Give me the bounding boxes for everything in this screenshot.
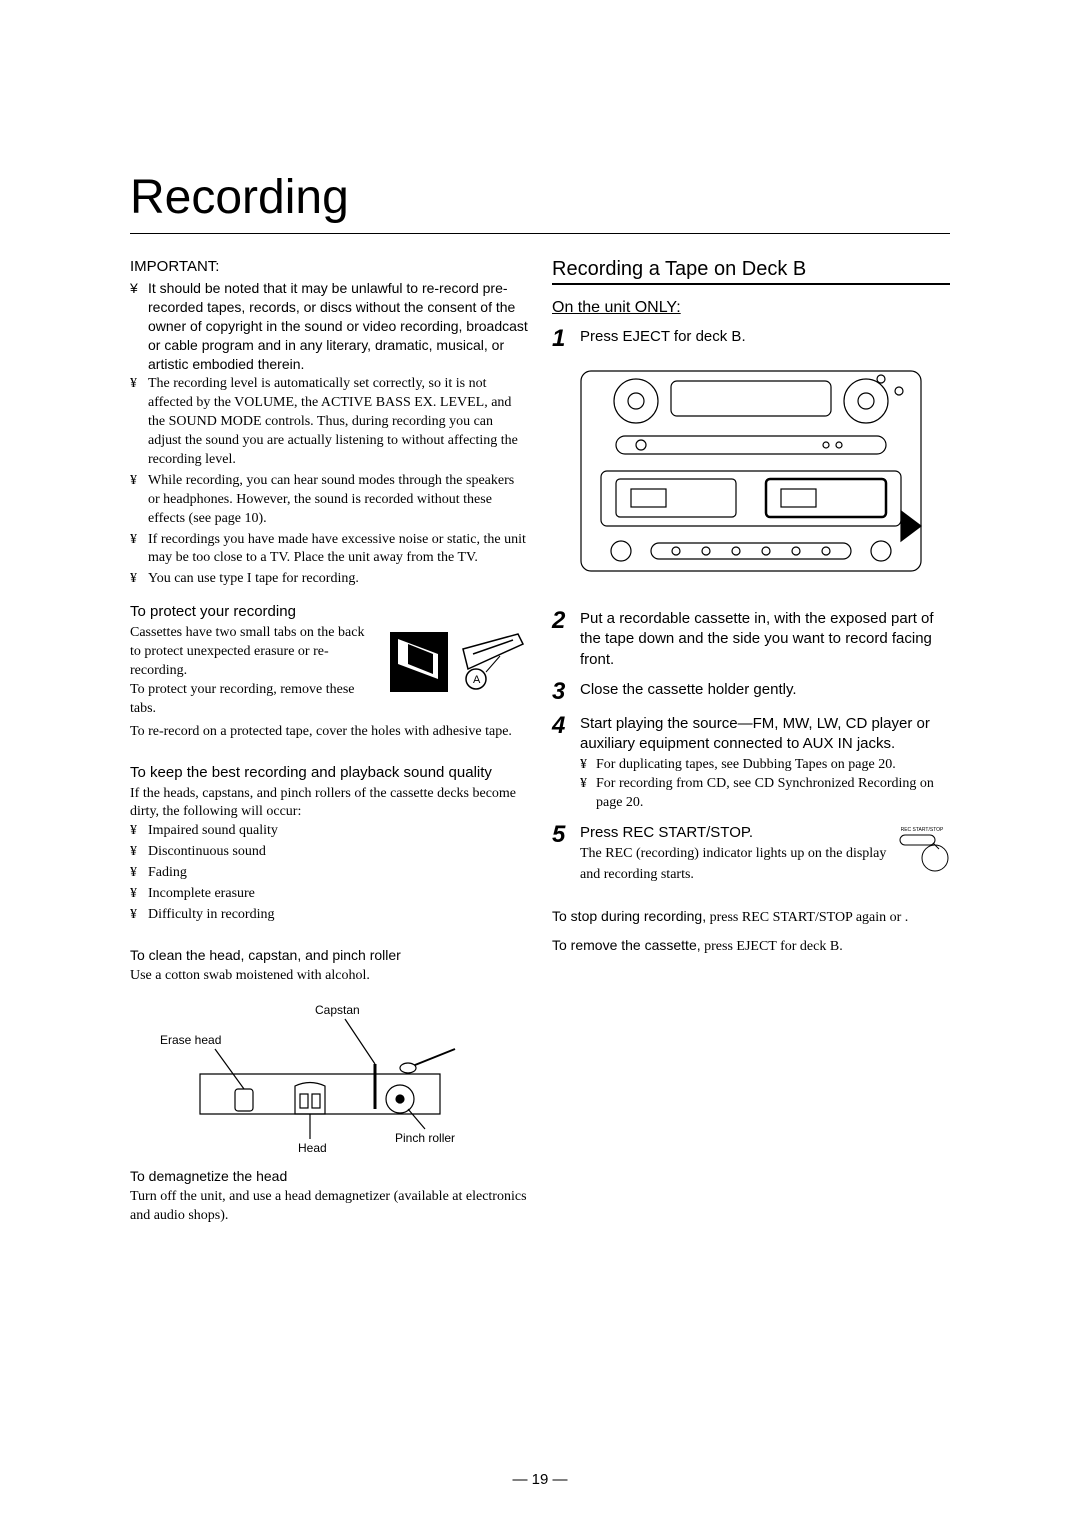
protect-heading: To protect your recording (130, 603, 528, 620)
device-illustration (561, 361, 941, 591)
section-title: Recording a Tape on Deck B (552, 258, 950, 281)
protect-row: Cassettes have two small tabs on the bac… (130, 624, 528, 718)
remove-label: To remove the cassette, (552, 937, 701, 953)
important-item: The recording level is automatically set… (130, 375, 528, 469)
important-list: It should be noted that it may be unlawf… (130, 279, 528, 589)
protect-text-3: To re-record on a protected tape, cover … (130, 723, 528, 742)
protect-text-block: Cassettes have two small tabs on the bac… (130, 624, 378, 718)
label-capstan: Capstan (315, 1003, 360, 1017)
important-item: While recording, you can hear sound mode… (130, 472, 528, 529)
protect-text-2: To protect your recording, remove these … (130, 682, 355, 716)
stop-text: press REC START/STOP again or . (706, 910, 908, 925)
protect-text-1: Cassettes have two small tabs on the bac… (130, 625, 364, 678)
step-1: 1 Press EJECT for deck B. (552, 327, 950, 351)
quality-intro: If the heads, capstans, and pinch roller… (130, 785, 528, 823)
clean-heading: To clean the head, capstan, and pinch ro… (130, 947, 528, 963)
right-column: Recording a Tape on Deck B On the unit O… (552, 258, 950, 1226)
unit-only-label: On the unit ONLY: (552, 299, 950, 317)
quality-item: Fading (130, 864, 528, 883)
demag-heading: To demagnetize the head (130, 1168, 528, 1184)
remove-text: press EJECT for deck B. (701, 939, 843, 954)
label-pinch-roller: Pinch roller (395, 1131, 455, 1145)
label-head: Head (298, 1141, 327, 1154)
svg-text:A: A (473, 674, 481, 686)
step-4-sub-item: For duplicating tapes, see Dubbing Tapes… (580, 756, 950, 775)
quality-item: Discontinuous sound (130, 843, 528, 862)
quality-heading: To keep the best recording and playback … (130, 764, 528, 781)
quality-item: Difficulty in recording (130, 906, 528, 925)
step-4-text: Start playing the source—FM, MW, LW, CD … (580, 715, 930, 752)
head-capstan-diagram: Erase head Capstan Pinch roller Head (150, 994, 470, 1154)
page-title: Recording (130, 170, 950, 225)
step-5-text: Press REC START/STOP. (580, 824, 753, 841)
cassette-tab-illustration: A (388, 624, 528, 704)
important-item: If recordings you have made have excessi… (130, 531, 528, 569)
step-2: 2 Put a recordable cassette in, with the… (552, 609, 950, 670)
step-1-text: Press EJECT for deck B. (580, 327, 950, 351)
quality-item: Incomplete erasure (130, 885, 528, 904)
step-5-sub: The REC (recording) indicator lights up … (580, 846, 886, 882)
step-2-text: Put a recordable cassette in, with the e… (580, 609, 950, 670)
label-erase-head: Erase head (160, 1033, 221, 1047)
page-number: — 19 — (0, 1471, 1080, 1488)
quality-list: Impaired sound quality Discontinuous sou… (130, 822, 528, 924)
left-column: IMPORTANT: It should be noted that it ma… (130, 258, 528, 1226)
rec-button-label: REC START/STOP (901, 827, 944, 833)
important-item: You can use type I tape for recording. (130, 570, 528, 589)
step-number-icon: 1 (552, 327, 572, 351)
remove-cassette-note: To remove the cassette, press EJECT for … (552, 936, 950, 957)
important-item: It should be noted that it may be unlawf… (130, 279, 528, 373)
step-number-icon: 4 (552, 714, 572, 813)
quality-item: Impaired sound quality (130, 822, 528, 841)
step-5: 5 REC START/STOP Press REC START/STOP. T… (552, 823, 950, 885)
step-3: 3 Close the cassette holder gently. (552, 680, 950, 704)
demag-text: Turn off the unit, and use a head demagn… (130, 1188, 528, 1226)
step-number-icon: 3 (552, 680, 572, 704)
step-4: 4 Start playing the source—FM, MW, LW, C… (552, 714, 950, 813)
stop-label: To stop during recording, (552, 908, 706, 924)
step-4-sub-item: For recording from CD, see CD Synchroniz… (580, 775, 950, 813)
section-rule (552, 283, 950, 285)
clean-text: Use a cotton swab moistened with alcohol… (130, 967, 528, 986)
step-number-icon: 5 (552, 823, 572, 885)
step-4-sublist: For duplicating tapes, see Dubbing Tapes… (580, 756, 950, 813)
title-rule (130, 233, 950, 234)
rec-button-illustration: REC START/STOP (895, 823, 950, 878)
step-3-text: Close the cassette holder gently. (580, 680, 950, 704)
stop-recording-note: To stop during recording, press REC STAR… (552, 907, 950, 928)
two-column-layout: IMPORTANT: It should be noted that it ma… (130, 258, 950, 1226)
step-number-icon: 2 (552, 609, 572, 670)
important-heading: IMPORTANT: (130, 258, 528, 275)
